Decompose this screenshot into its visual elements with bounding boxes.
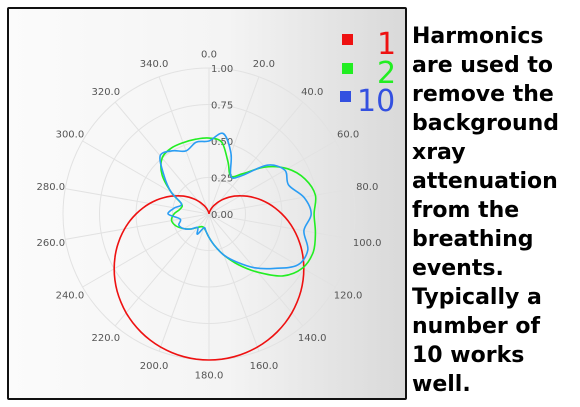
legend-swatch-10 bbox=[340, 91, 351, 102]
legend-label-2: 2 bbox=[377, 56, 396, 91]
angular-tick-label: 140.0 bbox=[298, 333, 327, 344]
radial-tick-label: 1.00 bbox=[211, 64, 233, 75]
angular-tick-label: 260.0 bbox=[36, 238, 65, 249]
grid-spoke bbox=[208, 101, 304, 215]
legend-swatch-2 bbox=[342, 63, 353, 74]
angular-tick-label: 240.0 bbox=[56, 290, 85, 301]
angular-tick-label: 220.0 bbox=[91, 333, 120, 344]
angular-tick-label: 160.0 bbox=[250, 361, 279, 372]
series-line-1 bbox=[113, 194, 305, 361]
angular-tick-label: 60.0 bbox=[337, 130, 359, 141]
grid-spoke bbox=[208, 76, 260, 215]
series-line-2 bbox=[160, 137, 317, 277]
radial-tick-label: 0.25 bbox=[211, 174, 233, 185]
grid-spoke bbox=[208, 188, 353, 215]
angular-tick-label: 340.0 bbox=[140, 59, 169, 70]
grid-spoke bbox=[158, 76, 210, 215]
angular-tick-label: 200.0 bbox=[140, 361, 169, 372]
angular-tick-label: 300.0 bbox=[56, 130, 85, 141]
grid-spoke bbox=[208, 213, 260, 352]
angular-tick-label: 40.0 bbox=[301, 87, 323, 98]
angular-tick-label: 180.0 bbox=[195, 371, 224, 382]
angular-tick-label: 80.0 bbox=[356, 182, 378, 193]
angular-tick-label: 320.0 bbox=[91, 87, 120, 98]
grid-spoke bbox=[208, 213, 304, 327]
angular-tick-label: 280.0 bbox=[36, 182, 65, 193]
grid-spoke bbox=[208, 213, 353, 240]
angular-tick-label: 0.0 bbox=[201, 49, 217, 60]
grid-spoke bbox=[65, 188, 210, 215]
legend-label-1: 1 bbox=[377, 27, 396, 62]
legend-label-10: 10 bbox=[357, 84, 395, 119]
grid-spoke bbox=[208, 213, 336, 288]
angular-tick-label: 20.0 bbox=[253, 59, 275, 70]
grid-spoke bbox=[208, 140, 336, 215]
radial-tick-label: 0.75 bbox=[211, 101, 233, 112]
caption-text: Harmonics are used to remove the backgro… bbox=[412, 24, 560, 397]
grid-spoke bbox=[82, 213, 210, 288]
grid-spoke bbox=[82, 140, 210, 215]
polar-chart-frame: 0.0 20.0 40.0 60.0 80.0 100.0 120.0 140.0 160.0 1… bbox=[7, 7, 407, 400]
series-line-10 bbox=[159, 132, 312, 270]
angular-tick-label: 120.0 bbox=[334, 290, 363, 301]
grid-spoke bbox=[158, 213, 210, 352]
grid-spoke bbox=[114, 213, 210, 327]
polar-chart: 0.0 20.0 40.0 60.0 80.0 100.0 120.0 140.0 160.0 1… bbox=[36, 27, 396, 382]
legend-swatch-1 bbox=[342, 34, 353, 45]
grid-spoke bbox=[65, 213, 210, 240]
angular-tick-label: 100.0 bbox=[353, 238, 382, 249]
radial-tick-label: 0.00 bbox=[211, 210, 233, 221]
